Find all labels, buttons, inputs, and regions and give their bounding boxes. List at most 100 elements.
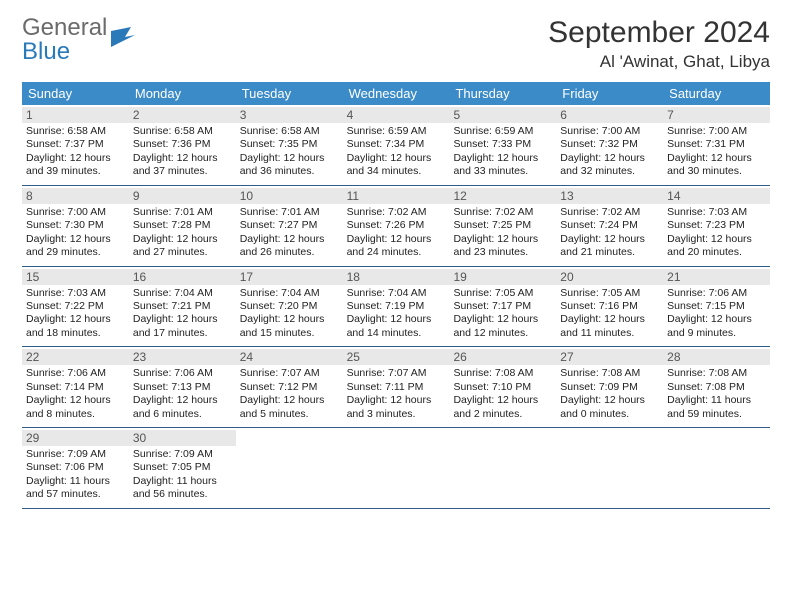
day-number: 2: [133, 108, 232, 122]
flag-icon: [111, 27, 139, 54]
calendar-row: 1 Sunrise: 6:58 AMSunset: 7:37 PMDaylight…: [22, 105, 770, 186]
calendar-cell: 24 Sunrise: 7:07 AMSunset: 7:12 PMDayligh…: [236, 347, 343, 427]
calendar-cell: 16Sunrise: 7:04 AMSunset: 7:21 PMDayligh…: [129, 267, 236, 347]
day-number: 23: [133, 350, 232, 364]
day-number: 8: [26, 189, 125, 203]
day-details: Sunrise: 7:06 AMSunset: 7:15 PMDaylight:…: [667, 287, 766, 341]
day-details: Sunrise: 6:59 AMSunset: 7:33 PMDaylight:…: [453, 125, 552, 179]
day-details: Sunrise: 7:08 AMSunset: 7:10 PMDaylight:…: [453, 367, 552, 421]
calendar-cell: 3 Sunrise: 6:58 AMSunset: 7:35 PMDaylight…: [236, 105, 343, 185]
day-number: 24: [240, 350, 339, 364]
day-number: 19: [453, 270, 552, 284]
day-number-bar: 28: [663, 349, 770, 365]
day-number: 1: [26, 108, 125, 122]
day-number-bar: 14: [663, 188, 770, 204]
calendar-cell: 12Sunrise: 7:02 AMSunset: 7:25 PMDayligh…: [449, 186, 556, 266]
day-number-bar: 24: [236, 349, 343, 365]
day-number: 3: [240, 108, 339, 122]
day-number: 17: [240, 270, 339, 284]
calendar-cell: 28Sunrise: 7:08 AMSunset: 7:08 PMDayligh…: [663, 347, 770, 427]
day-number: 4: [347, 108, 446, 122]
weekday-header: Monday: [129, 82, 236, 105]
day-number-bar: 16: [129, 269, 236, 285]
day-number: 13: [560, 189, 659, 203]
calendar-cell: 22Sunrise: 7:06 AMSunset: 7:14 PMDayligh…: [22, 347, 129, 427]
calendar-cell: 23 Sunrise: 7:06 AMSunset: 7:13 PMDayligh…: [129, 347, 236, 427]
calendar-cell: [663, 428, 770, 508]
logo: General Blue: [22, 16, 139, 64]
calendar-cell: 25Sunrise: 7:07 AMSunset: 7:11 PMDayligh…: [343, 347, 450, 427]
weekday-header: Wednesday: [343, 82, 450, 105]
calendar-cell: 4Sunrise: 6:59 AMSunset: 7:34 PMDaylight…: [343, 105, 450, 185]
day-number-bar: 11: [343, 188, 450, 204]
weekday-header: Thursday: [449, 82, 556, 105]
weekday-header: Sunday: [22, 82, 129, 105]
day-number: 16: [133, 270, 232, 284]
calendar-row: 15Sunrise: 7:03 AMSunset: 7:22 PMDayligh…: [22, 267, 770, 348]
day-number-bar: 4: [343, 107, 450, 123]
day-number-bar: 8: [22, 188, 129, 204]
day-number-bar: 10: [236, 188, 343, 204]
day-details: Sunrise: 7:09 AMSunset: 7:05 PMDaylight:…: [133, 448, 232, 502]
day-number: 22: [26, 350, 125, 364]
day-details: Sunrise: 7:09 AMSunset: 7:06 PMDaylight:…: [26, 448, 125, 502]
calendar-cell: 7 Sunrise: 7:00 AMSunset: 7:31 PMDaylight…: [663, 105, 770, 185]
day-number-bar: 5: [449, 107, 556, 123]
calendar-cell: 9 Sunrise: 7:01 AMSunset: 7:28 PMDaylight…: [129, 186, 236, 266]
day-details: Sunrise: 7:01 AMSunset: 7:27 PMDaylight:…: [240, 206, 339, 260]
calendar: SundayMondayTuesdayWednesdayThursdayFrid…: [22, 82, 770, 509]
header: General Blue September 2024 Al 'Awinat, …: [22, 16, 770, 72]
day-number-bar: 30: [129, 430, 236, 446]
calendar-header-row: SundayMondayTuesdayWednesdayThursdayFrid…: [22, 82, 770, 105]
day-details: Sunrise: 7:03 AMSunset: 7:22 PMDaylight:…: [26, 287, 125, 341]
weekday-header: Friday: [556, 82, 663, 105]
day-details: Sunrise: 6:58 AMSunset: 7:35 PMDaylight:…: [240, 125, 339, 179]
calendar-cell: [343, 428, 450, 508]
day-number: 9: [133, 189, 232, 203]
day-details: Sunrise: 7:04 AMSunset: 7:19 PMDaylight:…: [347, 287, 446, 341]
day-number-bar: 27: [556, 349, 663, 365]
location-label: Al 'Awinat, Ghat, Libya: [548, 52, 770, 72]
day-details: Sunrise: 7:08 AMSunset: 7:09 PMDaylight:…: [560, 367, 659, 421]
day-details: Sunrise: 7:00 AMSunset: 7:31 PMDaylight:…: [667, 125, 766, 179]
calendar-cell: 13Sunrise: 7:02 AMSunset: 7:24 PMDayligh…: [556, 186, 663, 266]
calendar-cell: [449, 428, 556, 508]
day-details: Sunrise: 7:05 AMSunset: 7:17 PMDaylight:…: [453, 287, 552, 341]
day-number: 26: [453, 350, 552, 364]
calendar-cell: 8Sunrise: 7:00 AMSunset: 7:30 PMDaylight…: [22, 186, 129, 266]
calendar-cell: 26 Sunrise: 7:08 AMSunset: 7:10 PMDayligh…: [449, 347, 556, 427]
calendar-body: 1 Sunrise: 6:58 AMSunset: 7:37 PMDaylight…: [22, 105, 770, 509]
day-number: 29: [26, 431, 125, 445]
day-number-bar: 29: [22, 430, 129, 446]
calendar-cell: [236, 428, 343, 508]
day-details: Sunrise: 7:02 AMSunset: 7:26 PMDaylight:…: [347, 206, 446, 260]
day-number: 10: [240, 189, 339, 203]
day-number: 18: [347, 270, 446, 284]
calendar-cell: 10 Sunrise: 7:01 AMSunset: 7:27 PMDayligh…: [236, 186, 343, 266]
day-details: Sunrise: 7:03 AMSunset: 7:23 PMDaylight:…: [667, 206, 766, 260]
day-number: 12: [453, 189, 552, 203]
day-number-bar: 3: [236, 107, 343, 123]
day-details: Sunrise: 7:07 AMSunset: 7:12 PMDaylight:…: [240, 367, 339, 421]
day-number: 30: [133, 431, 232, 445]
day-number-bar: 12: [449, 188, 556, 204]
calendar-cell: 2Sunrise: 6:58 AMSunset: 7:36 PMDaylight…: [129, 105, 236, 185]
day-details: Sunrise: 7:01 AMSunset: 7:28 PMDaylight:…: [133, 206, 232, 260]
calendar-cell: [556, 428, 663, 508]
weekday-header: Tuesday: [236, 82, 343, 105]
logo-word1: General: [22, 16, 107, 40]
day-number-bar: 23: [129, 349, 236, 365]
calendar-cell: 20Sunrise: 7:05 AMSunset: 7:16 PMDayligh…: [556, 267, 663, 347]
day-number-bar: 25: [343, 349, 450, 365]
day-details: Sunrise: 7:04 AMSunset: 7:20 PMDaylight:…: [240, 287, 339, 341]
day-number-bar: 7: [663, 107, 770, 123]
calendar-cell: 6Sunrise: 7:00 AMSunset: 7:32 PMDaylight…: [556, 105, 663, 185]
day-number: 6: [560, 108, 659, 122]
day-number-bar: 9: [129, 188, 236, 204]
day-number-bar: 13: [556, 188, 663, 204]
weekday-header: Saturday: [663, 82, 770, 105]
calendar-cell: 5 Sunrise: 6:59 AMSunset: 7:33 PMDaylight…: [449, 105, 556, 185]
day-details: Sunrise: 7:05 AMSunset: 7:16 PMDaylight:…: [560, 287, 659, 341]
day-details: Sunrise: 6:58 AMSunset: 7:37 PMDaylight:…: [26, 125, 125, 179]
day-details: Sunrise: 7:06 AMSunset: 7:13 PMDaylight:…: [133, 367, 232, 421]
